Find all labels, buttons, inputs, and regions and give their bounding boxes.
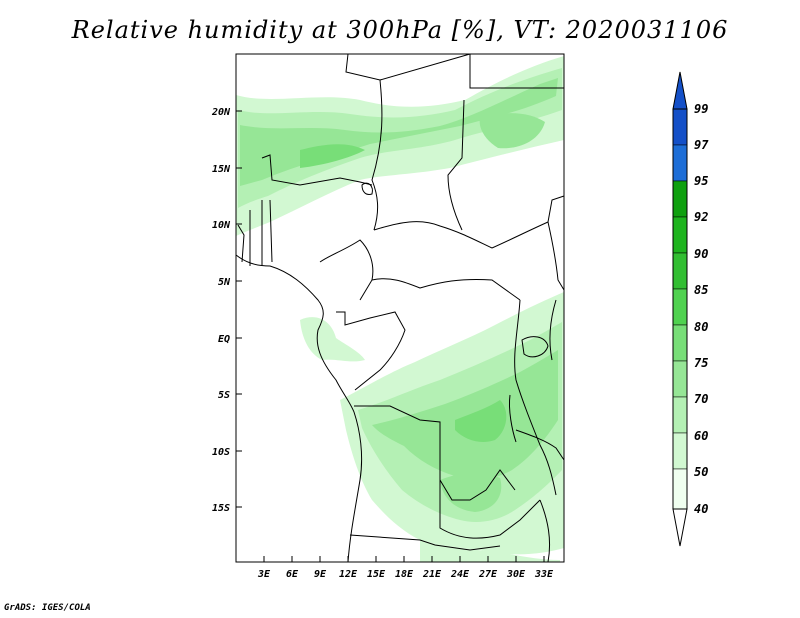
lon-tick-label: 30E	[506, 569, 526, 580]
border-ethiopia	[547, 221, 565, 291]
colorbar-label: 85	[694, 283, 708, 297]
country-boundaries	[235, 53, 565, 563]
lon-tick-label: 18E	[395, 569, 414, 580]
colorbar-segment	[672, 324, 688, 362]
lat-tick-label: 15S	[212, 503, 230, 514]
lake-tanganyika	[509, 394, 517, 443]
lon-tick-label: 21E	[422, 569, 442, 580]
colorbar-segment	[672, 252, 688, 290]
lat-tick-label: 10N	[212, 220, 231, 231]
colorbar-segment	[672, 180, 688, 218]
border-congo	[336, 311, 406, 391]
border-tanzania	[515, 429, 565, 461]
colorbar-label: 95	[694, 174, 708, 188]
border-chad-sudan	[447, 99, 465, 231]
humidity-mass-south-peak	[372, 350, 558, 480]
lon-tick-label: 33E	[534, 569, 554, 580]
lon-tick-label: 15E	[367, 569, 386, 580]
humidity-patch-ne	[479, 113, 545, 149]
humidity-shading	[236, 56, 564, 562]
colorbar-outline	[672, 108, 688, 510]
border-ghana	[237, 224, 245, 263]
border-algeria-niger	[345, 53, 471, 81]
colorbar-label: 90	[694, 247, 708, 261]
lat-tick-label: 5N	[218, 277, 231, 288]
lon-tick-label: 12E	[339, 569, 358, 580]
colorbar-segment	[672, 468, 688, 510]
humidity-mass-south-max	[455, 400, 507, 442]
lat-tick-label: 5S	[218, 390, 230, 401]
border-angola-namibia	[349, 534, 501, 551]
colorbar-label: 97	[694, 138, 709, 152]
humidity-band-north-max	[300, 144, 365, 168]
humidity-tail-south	[420, 540, 560, 562]
border-kenya	[549, 299, 557, 361]
colorbar-segment	[672, 216, 688, 254]
colorbar-arrow-bottom	[672, 508, 688, 547]
colorbar-label: 50	[694, 465, 708, 479]
border-benin-togo	[249, 199, 273, 266]
border-zambia-south	[439, 480, 541, 539]
colorbar-segment	[672, 144, 688, 182]
border-drc-east	[514, 299, 557, 496]
border-drc-angola	[354, 405, 516, 501]
lat-tick-label: 10S	[212, 447, 230, 458]
lon-axis: 3E 6E 9E 12E 15E 18E 21E 24E 27E 30E 33E	[257, 556, 554, 580]
lon-tick-label: 3E	[257, 569, 271, 580]
lon-tick-label: 6E	[286, 569, 299, 580]
border-car-south	[371, 278, 521, 301]
colorbar-segment	[672, 288, 688, 326]
lat-axis: 20N 15N 10N 5N EQ 5S 10S 15S	[211, 107, 242, 514]
colorbar-segment	[672, 432, 688, 470]
colorbar-label: 70	[694, 392, 708, 406]
humidity-patch-gabon	[300, 317, 365, 362]
border-cameroon	[319, 239, 374, 301]
colorbar: 99 97 95 92 90 85 80 75 70 60 50 40	[672, 71, 709, 547]
colorbar-label: 60	[694, 429, 708, 443]
colorbar-segment	[672, 108, 688, 146]
border-libya-sudan	[469, 54, 564, 89]
colorbar-arrow-top	[672, 71, 688, 110]
map-title: Relative humidity at 300hPa [%], VT: 202…	[71, 16, 729, 44]
colorbar-segment	[672, 396, 688, 434]
coastline-west-africa	[235, 254, 363, 563]
lake-victoria	[521, 336, 549, 358]
lat-tick-label: 20N	[211, 107, 231, 118]
humidity-patch-zambia	[440, 472, 502, 512]
lon-tick-label: 24E	[450, 569, 470, 580]
lon-tick-label: 27E	[478, 569, 498, 580]
colorbar-label: 40	[694, 502, 708, 516]
colorbar-segment	[672, 360, 688, 398]
lon-tick-label: 9E	[314, 569, 327, 580]
lake-chad	[361, 182, 373, 195]
colorbar-label: 92	[694, 210, 708, 224]
colorbar-label: 99	[694, 102, 708, 116]
colorbar-label: 75	[694, 356, 708, 370]
border-mozambique	[539, 499, 551, 563]
border-car-north	[373, 221, 493, 249]
colorbar-label: 80	[694, 320, 708, 334]
border-chad-west	[371, 79, 383, 231]
map-frame	[235, 53, 565, 563]
lat-tick-label: EQ	[218, 334, 230, 345]
grads-credit: GrADS: IGES/COLA	[4, 603, 91, 613]
border-niger-nigeria	[261, 154, 373, 186]
lat-tick-label: 15N	[212, 164, 231, 175]
